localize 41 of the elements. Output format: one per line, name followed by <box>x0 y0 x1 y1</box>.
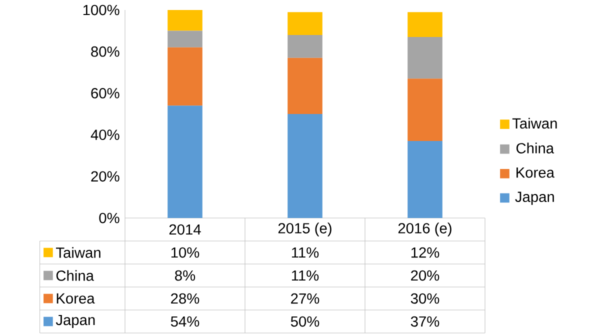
data-label: 12% <box>411 247 440 258</box>
legend-label: Japan <box>515 192 554 205</box>
y-tick-label: 40% <box>90 130 120 140</box>
data-label: 27% <box>291 293 320 304</box>
bar <box>408 78 442 142</box>
x-tick-label: 2015 (e) <box>278 222 332 236</box>
data-label: 8% <box>175 270 196 281</box>
bar <box>408 12 442 38</box>
y-tick-label: 0% <box>99 212 120 224</box>
legend-label: Taiwan <box>512 118 557 129</box>
bar <box>168 47 202 106</box>
y-tick-label: 100% <box>83 4 120 16</box>
data-label: 20% <box>411 270 440 281</box>
x-tick-label: 2016 (e) <box>398 222 452 236</box>
bar <box>168 30 202 48</box>
data-label: 11% <box>292 270 319 281</box>
text: Taiwan <box>56 247 100 258</box>
text: Japan <box>56 314 95 328</box>
data-label: 54% <box>170 316 200 327</box>
bar <box>168 106 202 218</box>
data-label: 50% <box>290 316 320 327</box>
data-label: 11% <box>292 247 319 258</box>
bar <box>288 12 322 35</box>
bar <box>168 10 202 31</box>
text: Korea <box>56 293 95 304</box>
text: China <box>56 270 94 281</box>
bar <box>288 114 322 218</box>
y-tick-label: 80% <box>91 46 120 57</box>
bar <box>288 58 322 114</box>
x-tick-label: 2014 <box>169 224 201 235</box>
bar <box>408 37 442 79</box>
y-tick-label: 60% <box>91 88 120 98</box>
data-label: 10% <box>171 247 200 258</box>
legend-label: Korea <box>516 168 554 178</box>
data-label: 37% <box>410 316 440 327</box>
y-tick-label: 20% <box>91 171 120 182</box>
data-label: 30% <box>410 293 440 304</box>
data-label: 28% <box>171 293 200 304</box>
bar <box>408 141 442 218</box>
legend-label: China <box>516 142 554 154</box>
bar <box>288 34 322 58</box>
